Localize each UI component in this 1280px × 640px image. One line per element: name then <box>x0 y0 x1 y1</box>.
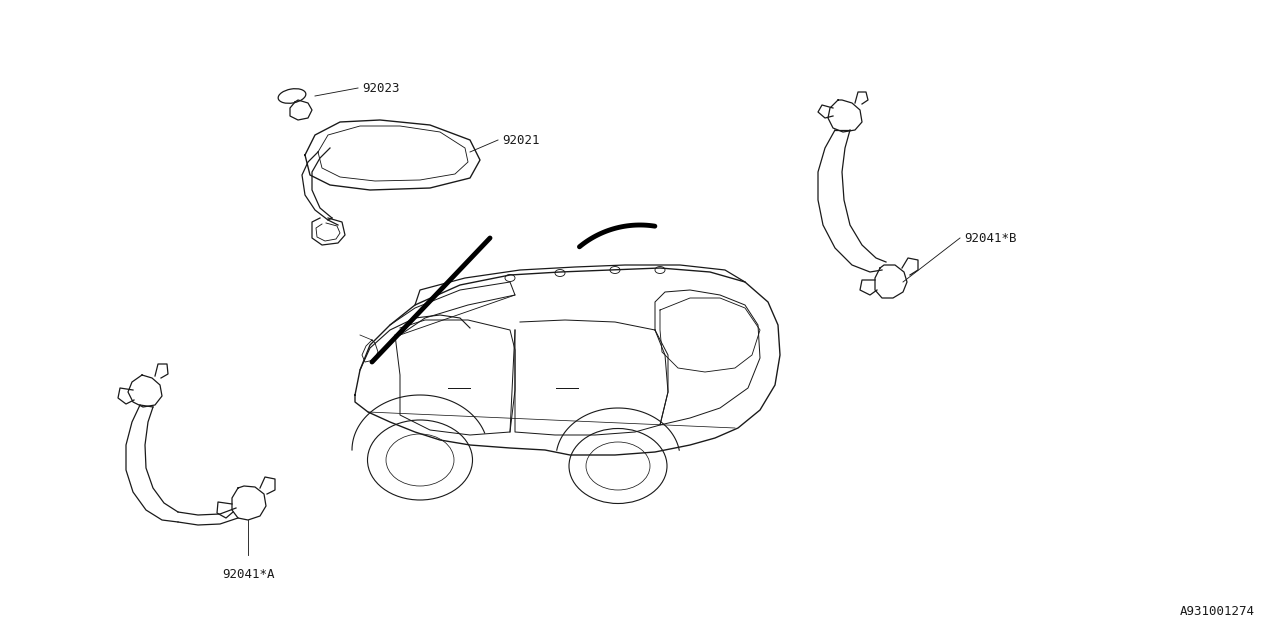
Text: 92023: 92023 <box>362 81 399 95</box>
Text: 92021: 92021 <box>502 134 539 147</box>
Text: A931001274: A931001274 <box>1180 605 1254 618</box>
Text: 92041*B: 92041*B <box>964 232 1016 244</box>
Text: 92041*A: 92041*A <box>221 568 274 581</box>
